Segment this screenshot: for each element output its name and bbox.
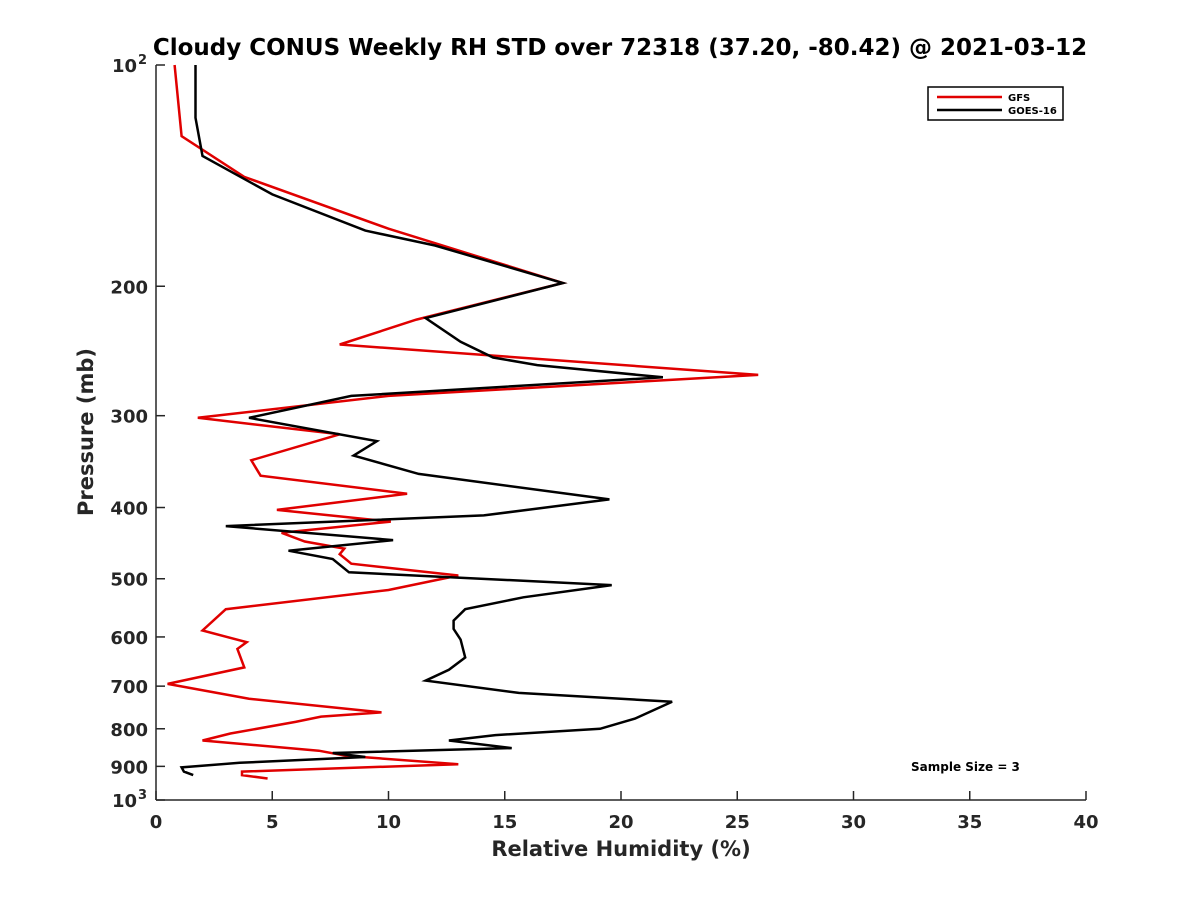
y-tick-label: 600 xyxy=(110,628,148,649)
y-tick-label: 900 xyxy=(110,757,148,778)
x-ticks: 0 5 10 15 20 25 30 35 40 xyxy=(150,791,1099,833)
legend: GFS GOES-16 xyxy=(927,86,1064,121)
y-tick-label: 300 xyxy=(110,407,148,428)
series-line-gfs xyxy=(167,64,759,780)
x-tick-label: 20 xyxy=(608,812,633,833)
y-axis-label: Pressure (mb) xyxy=(74,348,98,516)
y-tick-label: 800 xyxy=(110,720,148,741)
x-tick-label: 0 xyxy=(150,812,163,833)
y-tick-label: 10 xyxy=(112,791,137,812)
x-tick-label: 15 xyxy=(492,812,517,833)
axes xyxy=(155,65,1086,801)
y-tick-label: 700 xyxy=(110,677,148,698)
y-tick-label: 10 xyxy=(112,56,137,77)
plot-lines xyxy=(167,64,759,780)
sample-size-annotation: Sample Size = 3 xyxy=(911,760,1020,774)
x-tick-label: 10 xyxy=(376,812,401,833)
y-tick-label: 200 xyxy=(110,277,148,298)
legend-label-gfs: GFS xyxy=(1008,93,1030,104)
x-tick-label: 25 xyxy=(725,812,750,833)
x-axis-label: Relative Humidity (%) xyxy=(491,837,750,861)
x-tick-label: 35 xyxy=(957,812,982,833)
y-tick-label: 500 xyxy=(110,570,148,591)
legend-label-goes16: GOES-16 xyxy=(1008,106,1057,117)
chart-title: Cloudy CONUS Weekly RH STD over 72318 (3… xyxy=(153,35,1087,61)
y-tick-exponent: 3 xyxy=(138,788,147,803)
y-tick-label: 400 xyxy=(110,499,148,520)
x-tick-label: 40 xyxy=(1073,812,1098,833)
x-tick-label: 5 xyxy=(266,812,279,833)
x-tick-label: 30 xyxy=(841,812,866,833)
y-tick-exponent: 2 xyxy=(138,53,147,68)
legend-box xyxy=(927,86,1064,121)
series-line-goes16 xyxy=(179,65,673,777)
